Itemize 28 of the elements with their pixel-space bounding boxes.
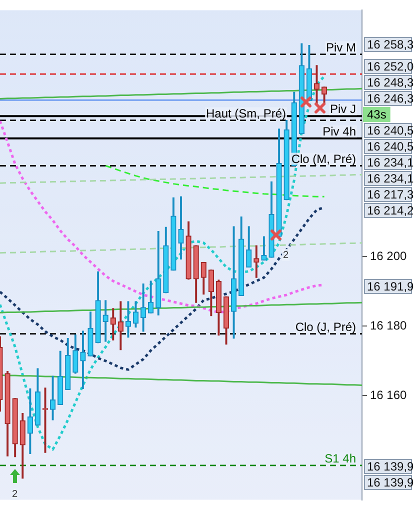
- ref-line-label: Clo (M, Pré): [291, 152, 356, 166]
- ref-line-label: Piv 4h: [322, 124, 356, 138]
- annotation: 2: [283, 250, 289, 261]
- text: 43s: [367, 107, 386, 122]
- text: 16 217,3: [367, 187, 414, 202]
- text: 16 214,2: [367, 203, 414, 218]
- ref-line-label: S1 4h: [324, 451, 356, 466]
- ref-line-label: Piv M: [326, 40, 356, 54]
- y-tick-label: 16 180: [370, 318, 408, 332]
- ref-line-label: Clo (J, Pré): [295, 320, 356, 334]
- line-series: [0, 174, 363, 184]
- ref-line-label: Piv J: [330, 102, 356, 116]
- text: 16 240,5: [367, 123, 414, 138]
- text: 16 252,0: [367, 59, 414, 74]
- text: 16 248,3: [367, 75, 414, 90]
- annotation: 2: [12, 488, 18, 500]
- y-tick-label: 16 160: [370, 388, 408, 402]
- text: 16 246,3: [367, 91, 414, 106]
- text: 16 139,9: [367, 459, 414, 474]
- y-tick-label: 16 200: [370, 249, 408, 264]
- line-series: [104, 165, 326, 198]
- text: 16 240,5: [367, 139, 414, 154]
- ref-line-label: Haut (Sm, Pré): [206, 106, 286, 120]
- text: 16 234,1: [367, 155, 414, 170]
- text: 16 191,9: [367, 279, 414, 294]
- text: 16 258,3: [367, 37, 414, 52]
- text: 16 234,1: [367, 171, 414, 186]
- text: 16 139,9: [367, 475, 414, 490]
